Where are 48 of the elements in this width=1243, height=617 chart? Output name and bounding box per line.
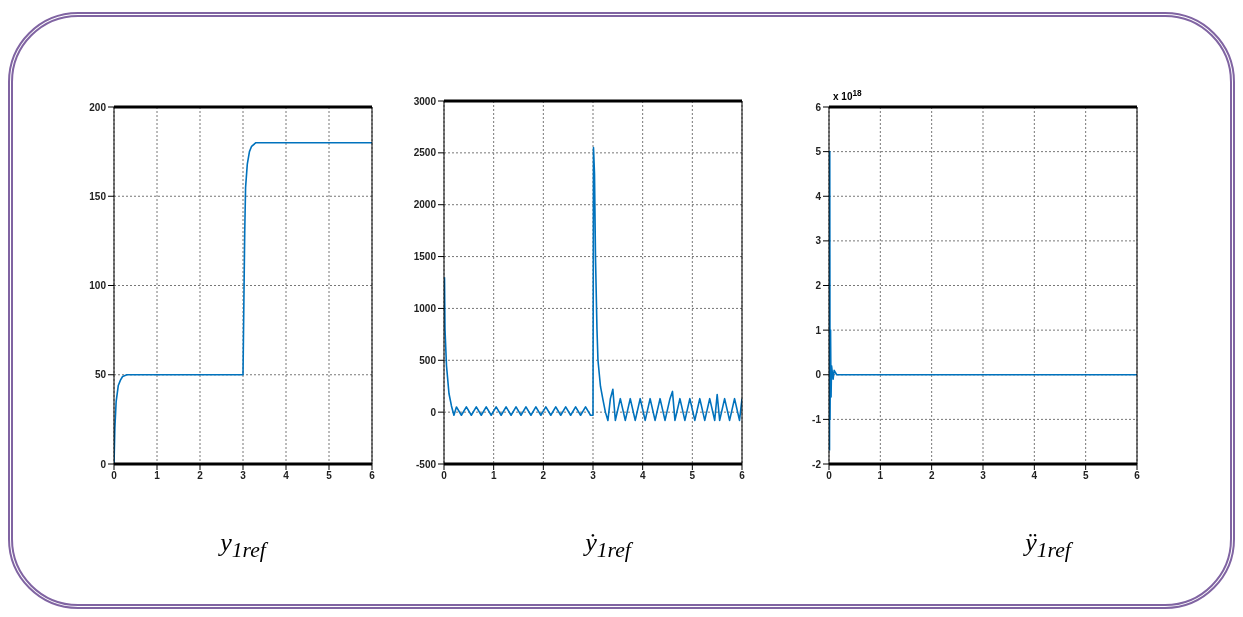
- x-tick-label: 4: [283, 470, 290, 482]
- x-tick-label: 4: [1031, 470, 1038, 482]
- x-tick-label: 0: [826, 470, 833, 482]
- y-tick-label: 1500: [413, 251, 437, 263]
- y-tick-label: 1: [815, 324, 822, 336]
- x-tick-label: 1: [877, 470, 884, 482]
- x-tick-label: 2: [197, 470, 204, 482]
- y-tick-label: 1000: [413, 302, 437, 314]
- x-axis-title: ẏ$_{1ref}$: [582, 528, 634, 564]
- x-tick-label: 1: [154, 470, 161, 482]
- y-tick-label: 50: [94, 369, 107, 381]
- x-tick-label: 6: [369, 470, 376, 482]
- y-tick-label: -2: [812, 458, 822, 470]
- y-tick-label: 4: [815, 190, 822, 202]
- x-tick-label: 1: [490, 470, 497, 482]
- y-tick-label: 6: [815, 101, 822, 113]
- x-tick-label: 6: [739, 470, 746, 482]
- x-tick-label: 5: [326, 470, 333, 482]
- x-tick-label: 2: [928, 470, 935, 482]
- x-tick-label: 5: [1082, 470, 1089, 482]
- x-tick-label: 6: [1134, 470, 1141, 482]
- x-tick-label: 4: [639, 470, 646, 482]
- y-tick-label: 100: [89, 280, 107, 292]
- y-tick-label: 3000: [413, 95, 437, 107]
- x-axis-title: y$_{1ref}$: [217, 528, 269, 564]
- y-tick-label: 0: [430, 406, 437, 418]
- y-tick-label: 150: [89, 190, 107, 202]
- x-tick-label: 0: [111, 470, 118, 482]
- y-tick-label: 3: [815, 235, 822, 247]
- y-tick-label: 0: [815, 369, 822, 381]
- x-tick-label: 2: [540, 470, 547, 482]
- y-tick-label: 500: [419, 354, 437, 366]
- y-tick-label: 2: [815, 280, 822, 292]
- y-tick-label: 5: [815, 146, 822, 158]
- y-tick-label: 0: [100, 458, 107, 470]
- y-tick-label: -1: [812, 413, 822, 425]
- y-tick-label: 200: [89, 101, 107, 113]
- y-tick-label: 2000: [413, 199, 437, 211]
- y-tick-label: 2500: [413, 147, 437, 159]
- x-tick-label: 3: [240, 470, 247, 482]
- x-tick-label: 3: [980, 470, 987, 482]
- line-series: [444, 146, 742, 422]
- x-tick-label: 0: [441, 470, 448, 482]
- x-axis-title: ÿ$_{1ref}$: [1022, 528, 1074, 564]
- x-tick-label: 3: [590, 470, 597, 482]
- y-tick-label: -500: [415, 458, 437, 470]
- text: x 10$^{18}$: [833, 88, 862, 103]
- x-tick-label: 5: [689, 470, 696, 482]
